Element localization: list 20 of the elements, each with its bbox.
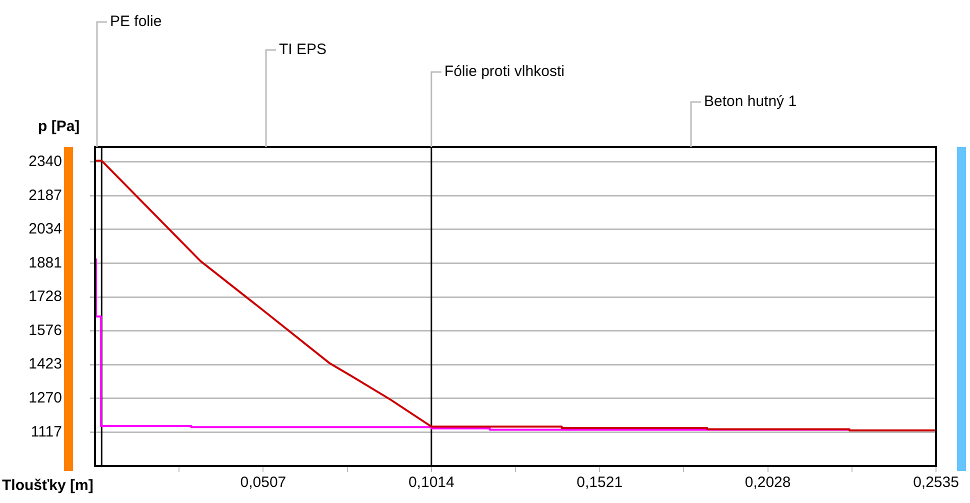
y-tick-label: 1117 <box>30 423 62 440</box>
x-tick-label: 0,2028 <box>744 474 791 492</box>
annotation: Fólie proti vlhkosti <box>444 63 564 80</box>
y-tick-label: 2340 <box>28 152 62 170</box>
y-tick-label: 1576 <box>28 322 62 339</box>
text: Beton hutný 1 <box>704 93 797 110</box>
text: TI EPS <box>279 41 327 58</box>
y-tick-label: 1423 <box>28 356 62 373</box>
y-tick-label: 2034 <box>28 220 62 238</box>
y-tick-label: 2187 <box>28 186 62 204</box>
y-tick-label: 1270 <box>28 389 62 406</box>
x-tick-label: 0,1014 <box>408 474 454 492</box>
y-axis-title: p [Pa] <box>38 118 80 136</box>
y-tick-label: 1728 <box>28 288 62 306</box>
text: PE folie <box>110 13 162 30</box>
x-tick-label: 0,2535 <box>913 474 959 492</box>
x-tick-label: 0,1521 <box>576 474 623 492</box>
x-axis-title: Tloušťky [m] <box>2 477 94 494</box>
y-tick-label: 1881 <box>28 254 62 272</box>
x-tick-label: 0,0507 <box>240 474 286 492</box>
